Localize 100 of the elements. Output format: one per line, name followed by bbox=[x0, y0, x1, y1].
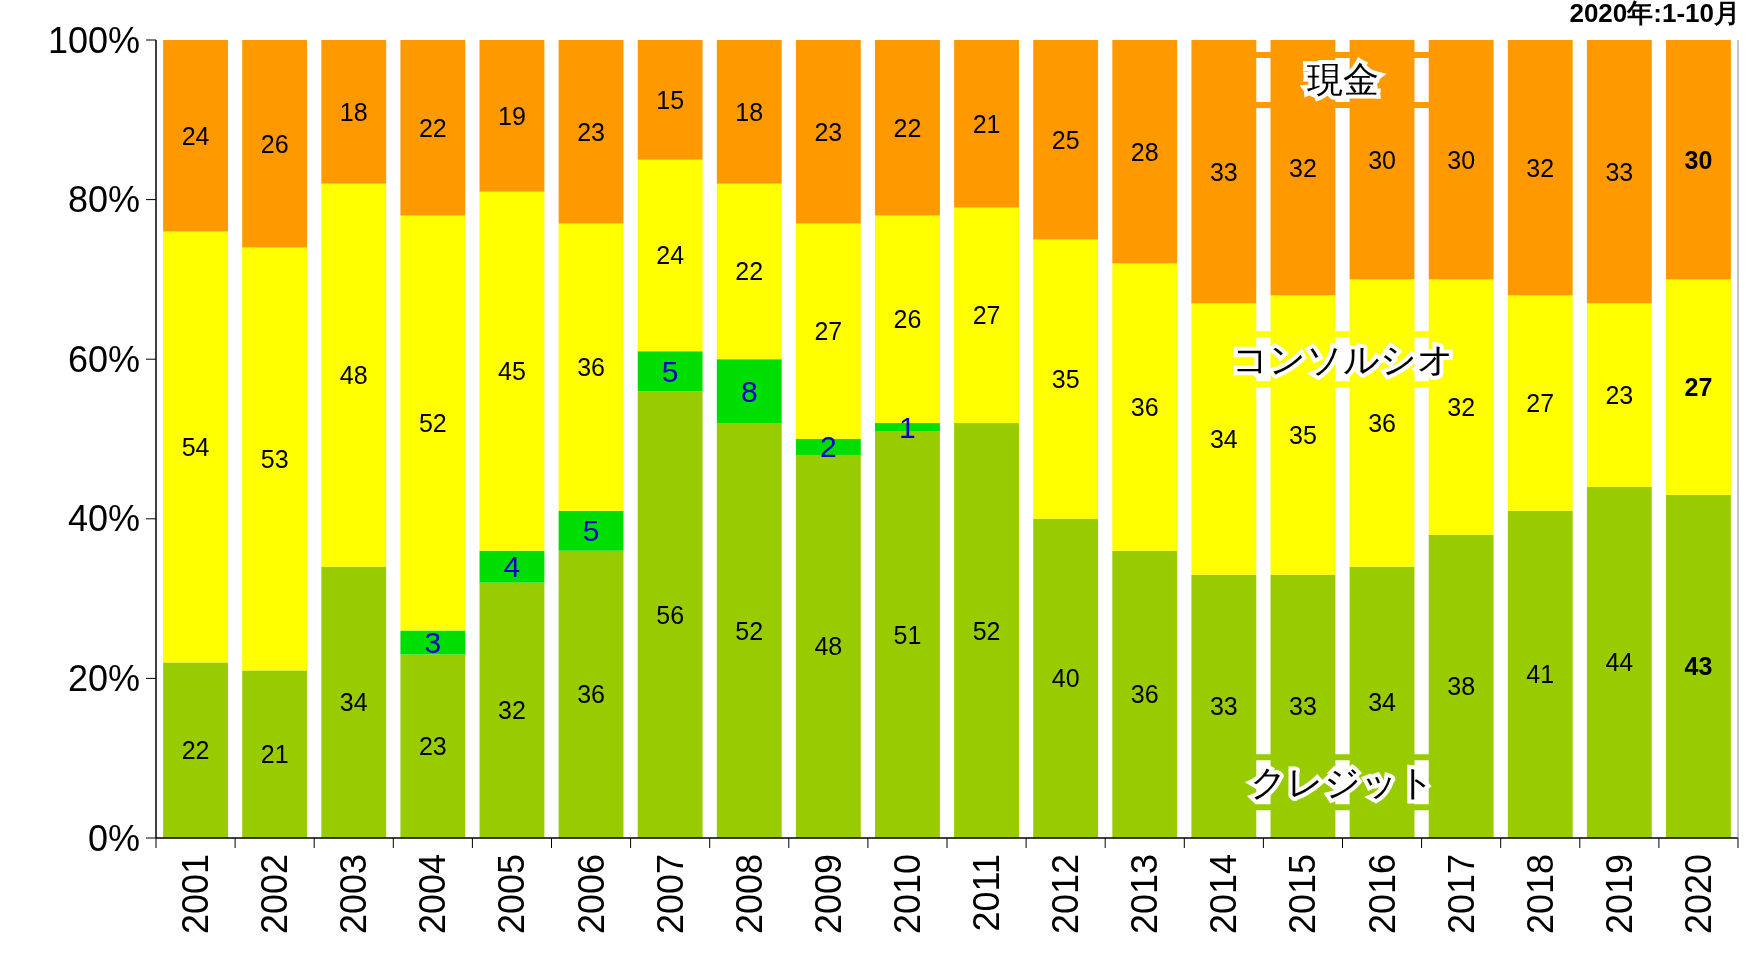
x-tick-label: 2019 bbox=[1598, 854, 1640, 935]
data-label: 22 bbox=[735, 257, 764, 286]
bar bbox=[400, 40, 466, 216]
data-label: 41 bbox=[1526, 660, 1555, 689]
data-label: 32 bbox=[1289, 153, 1317, 182]
data-label: 51 bbox=[893, 620, 922, 649]
data-label: 24 bbox=[656, 241, 685, 270]
data-label: 33 bbox=[1605, 157, 1634, 186]
y-tick-label: 0% bbox=[87, 817, 140, 859]
bar bbox=[1033, 518, 1099, 838]
bar bbox=[558, 510, 624, 551]
data-label: 33 bbox=[1289, 692, 1317, 721]
data-label: 25 bbox=[1051, 125, 1080, 154]
bar bbox=[1507, 510, 1573, 838]
bar bbox=[163, 662, 228, 838]
data-label: 4 bbox=[503, 550, 521, 584]
bar bbox=[242, 40, 308, 248]
bar bbox=[479, 582, 545, 838]
bar bbox=[1666, 40, 1731, 280]
x-tick-label: 2004 bbox=[412, 854, 454, 935]
text: 2020年:1-10月 bbox=[1569, 0, 1740, 28]
data-label: 38 bbox=[1447, 672, 1476, 701]
data-label: 36 bbox=[1130, 680, 1159, 709]
data-label: 35 bbox=[1051, 365, 1080, 394]
bar bbox=[716, 183, 782, 360]
x-tick-label: 2011 bbox=[966, 854, 1008, 932]
x-tick-label: 2008 bbox=[728, 854, 770, 935]
bar bbox=[716, 423, 782, 838]
data-label: 52 bbox=[418, 409, 447, 438]
data-label: 28 bbox=[1130, 137, 1159, 166]
data-label: 35 bbox=[1289, 421, 1317, 450]
x-tick-label: 2010 bbox=[886, 854, 928, 935]
data-label: 33 bbox=[1209, 157, 1238, 186]
bar bbox=[954, 40, 1019, 208]
data-label: 23 bbox=[814, 117, 843, 146]
data-label: 30 bbox=[1684, 145, 1713, 174]
bar bbox=[1033, 239, 1099, 519]
data-label: 21 bbox=[972, 109, 1001, 138]
data-label: 48 bbox=[339, 361, 368, 390]
y-tick-label: 80% bbox=[67, 179, 140, 221]
x-tick-label: 2005 bbox=[491, 854, 533, 935]
bar bbox=[795, 439, 861, 455]
data-label: 54 bbox=[181, 432, 210, 461]
data-label: 18 bbox=[339, 97, 368, 126]
bar bbox=[163, 40, 228, 232]
data-label: 26 bbox=[260, 129, 289, 158]
x-tick-label: 2012 bbox=[1045, 854, 1087, 935]
x-tick-label: 2015 bbox=[1282, 854, 1324, 935]
bar bbox=[479, 40, 545, 192]
data-label: 26 bbox=[893, 305, 922, 334]
bar bbox=[1586, 303, 1652, 487]
bar bbox=[163, 231, 228, 663]
x-tick-label: 2020 bbox=[1677, 854, 1719, 935]
data-label: 23 bbox=[1605, 381, 1634, 410]
x-tick-label: 2016 bbox=[1361, 854, 1403, 935]
bar bbox=[954, 207, 1019, 424]
data-label: 44 bbox=[1605, 648, 1634, 677]
data-label: 21 bbox=[260, 740, 289, 769]
data-label: 52 bbox=[972, 616, 1001, 645]
data-label: 52 bbox=[735, 616, 764, 645]
y-tick-label: 20% bbox=[67, 657, 140, 699]
bar bbox=[1507, 40, 1573, 296]
bar bbox=[795, 223, 861, 439]
bar bbox=[1586, 486, 1652, 838]
data-label: 36 bbox=[1130, 393, 1159, 422]
bar bbox=[716, 359, 782, 424]
bar bbox=[1666, 494, 1731, 838]
x-tick-label: 2017 bbox=[1440, 854, 1482, 935]
data-label: 53 bbox=[260, 444, 289, 473]
data-label: 22 bbox=[893, 113, 922, 142]
bar bbox=[875, 40, 940, 216]
data-label: 36 bbox=[577, 353, 605, 382]
data-label: 15 bbox=[656, 85, 685, 114]
data-label: 27 bbox=[814, 317, 843, 346]
data-label: 23 bbox=[577, 117, 605, 146]
bar bbox=[321, 40, 387, 184]
data-label: 8 bbox=[740, 374, 758, 408]
y-tick-label: 100% bbox=[47, 19, 140, 61]
x-tick-label: 2001 bbox=[175, 854, 217, 935]
data-label: 19 bbox=[498, 101, 526, 130]
data-label: 56 bbox=[656, 600, 685, 629]
data-label: 36 bbox=[1368, 409, 1396, 438]
bar bbox=[637, 351, 703, 392]
data-label: 23 bbox=[418, 732, 447, 761]
data-label: 40 bbox=[1051, 664, 1080, 693]
bar bbox=[242, 247, 308, 671]
bar bbox=[954, 423, 1019, 838]
bar bbox=[400, 654, 466, 838]
data-label: 33 bbox=[1209, 692, 1238, 721]
bar bbox=[242, 670, 308, 838]
bar bbox=[716, 40, 782, 184]
bar bbox=[321, 566, 387, 838]
data-label: 32 bbox=[1447, 393, 1476, 422]
data-label: 30 bbox=[1368, 145, 1396, 174]
bar bbox=[558, 550, 624, 838]
y-tick-label: 60% bbox=[67, 338, 140, 380]
x-tick-label: 2002 bbox=[254, 854, 296, 935]
data-label: 22 bbox=[418, 113, 447, 142]
data-label: 3 bbox=[424, 625, 442, 659]
data-label: 27 bbox=[1684, 373, 1713, 402]
